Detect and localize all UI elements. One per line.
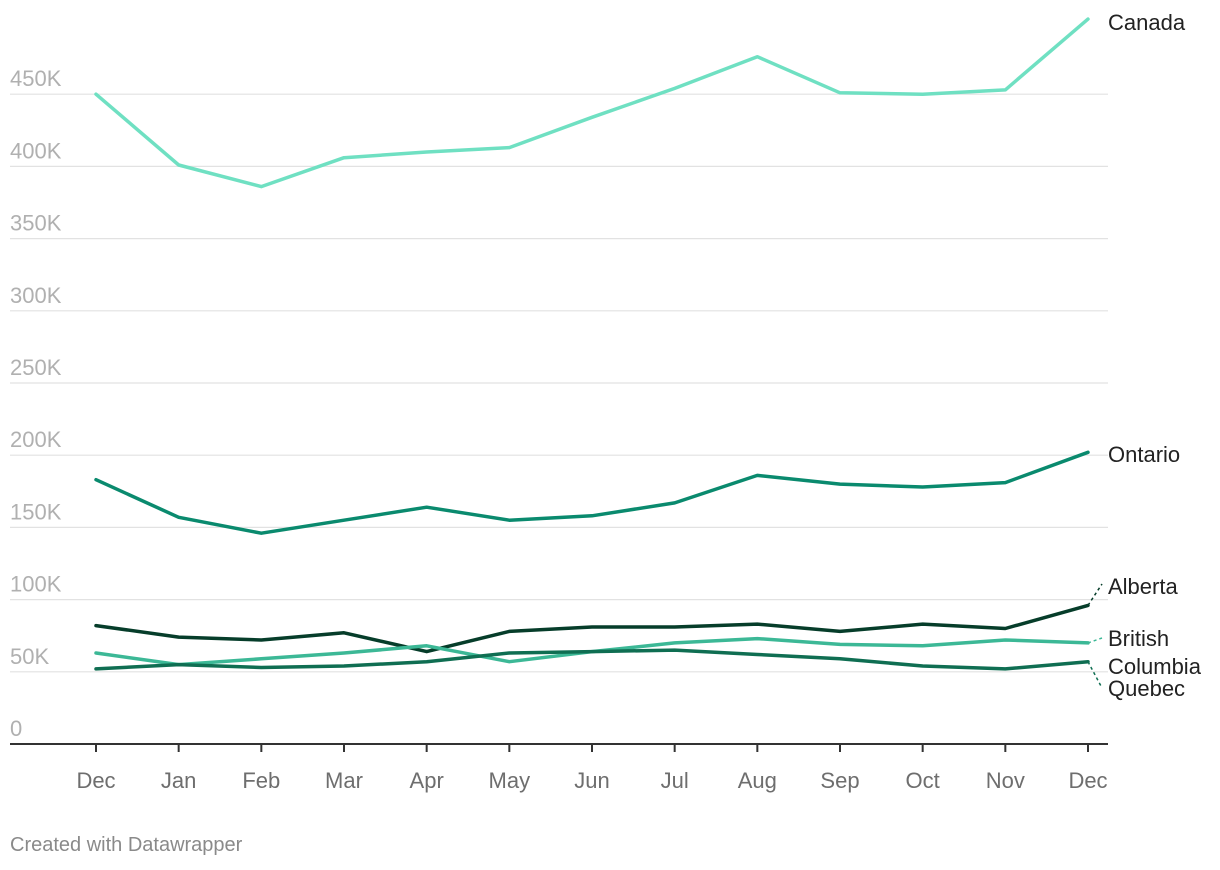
x-tick-label: Dec [76, 768, 115, 793]
y-tick-label: 350K [10, 211, 62, 236]
label-leader-alberta [1087, 583, 1103, 606]
x-tick-label: Dec [1068, 768, 1107, 793]
series-line-alberta [94, 603, 1090, 654]
series-line-quebec [94, 648, 1090, 671]
series-label-british-columbia: Columbia [1108, 654, 1202, 679]
y-tick-label: 450K [10, 66, 62, 91]
series-line-canada [94, 17, 1090, 189]
series-layer [94, 17, 1090, 671]
datawrapper-credit: Created with Datawrapper [10, 834, 243, 856]
y-tick-label: 400K [10, 138, 62, 163]
series-labels: Canada Ontario Alberta British ColumbiaQuebe… [1087, 10, 1202, 701]
x-tick-label: Nov [986, 768, 1025, 793]
y-tick-label: 100K [10, 572, 62, 597]
line-chart: 0 50K 100K 150K 200K 250K 300K 350K 400K 450K Dec… [10, 10, 1202, 793]
series-label-alberta: Alberta [1108, 574, 1178, 599]
label-leader-quebec [1087, 661, 1103, 689]
series-label-quebec: Quebec [1108, 676, 1185, 701]
x-tick-label: Feb [242, 768, 280, 793]
y-axis-ticks: 0 50K 100K 150K 200K 250K 300K 350K 400K 450K [10, 66, 62, 741]
y-tick-label: 250K [10, 355, 62, 380]
series-label-ontario: Ontario [1108, 442, 1180, 467]
x-tick-label: Mar [325, 768, 363, 793]
y-tick-label: 50K [10, 644, 49, 669]
x-tick-label: Jun [574, 768, 609, 793]
series-label-canada: Canada [1108, 10, 1186, 35]
y-tick-label: 150K [10, 499, 62, 524]
grid-layer [10, 93, 1108, 673]
x-tick-label: Apr [410, 768, 444, 793]
series-line-ontario [94, 450, 1090, 535]
y-tick-label: 200K [10, 427, 62, 452]
label-leader-british-columbia [1087, 637, 1103, 644]
x-tick-label: Sep [820, 768, 859, 793]
y-tick-label: 300K [10, 283, 62, 308]
x-tick-label: May [489, 768, 531, 793]
x-tick-label: Jan [161, 768, 196, 793]
x-tick-label: Oct [906, 768, 940, 793]
x-tick-label: Aug [738, 768, 777, 793]
x-axis: Dec Jan Feb Mar Apr May Jun Jul Aug Sep Oct Nov Dec [10, 743, 1108, 793]
y-tick-label: 0 [10, 716, 22, 741]
x-tick-label: Jul [661, 768, 689, 793]
series-label-british-columbia: British [1108, 626, 1169, 651]
